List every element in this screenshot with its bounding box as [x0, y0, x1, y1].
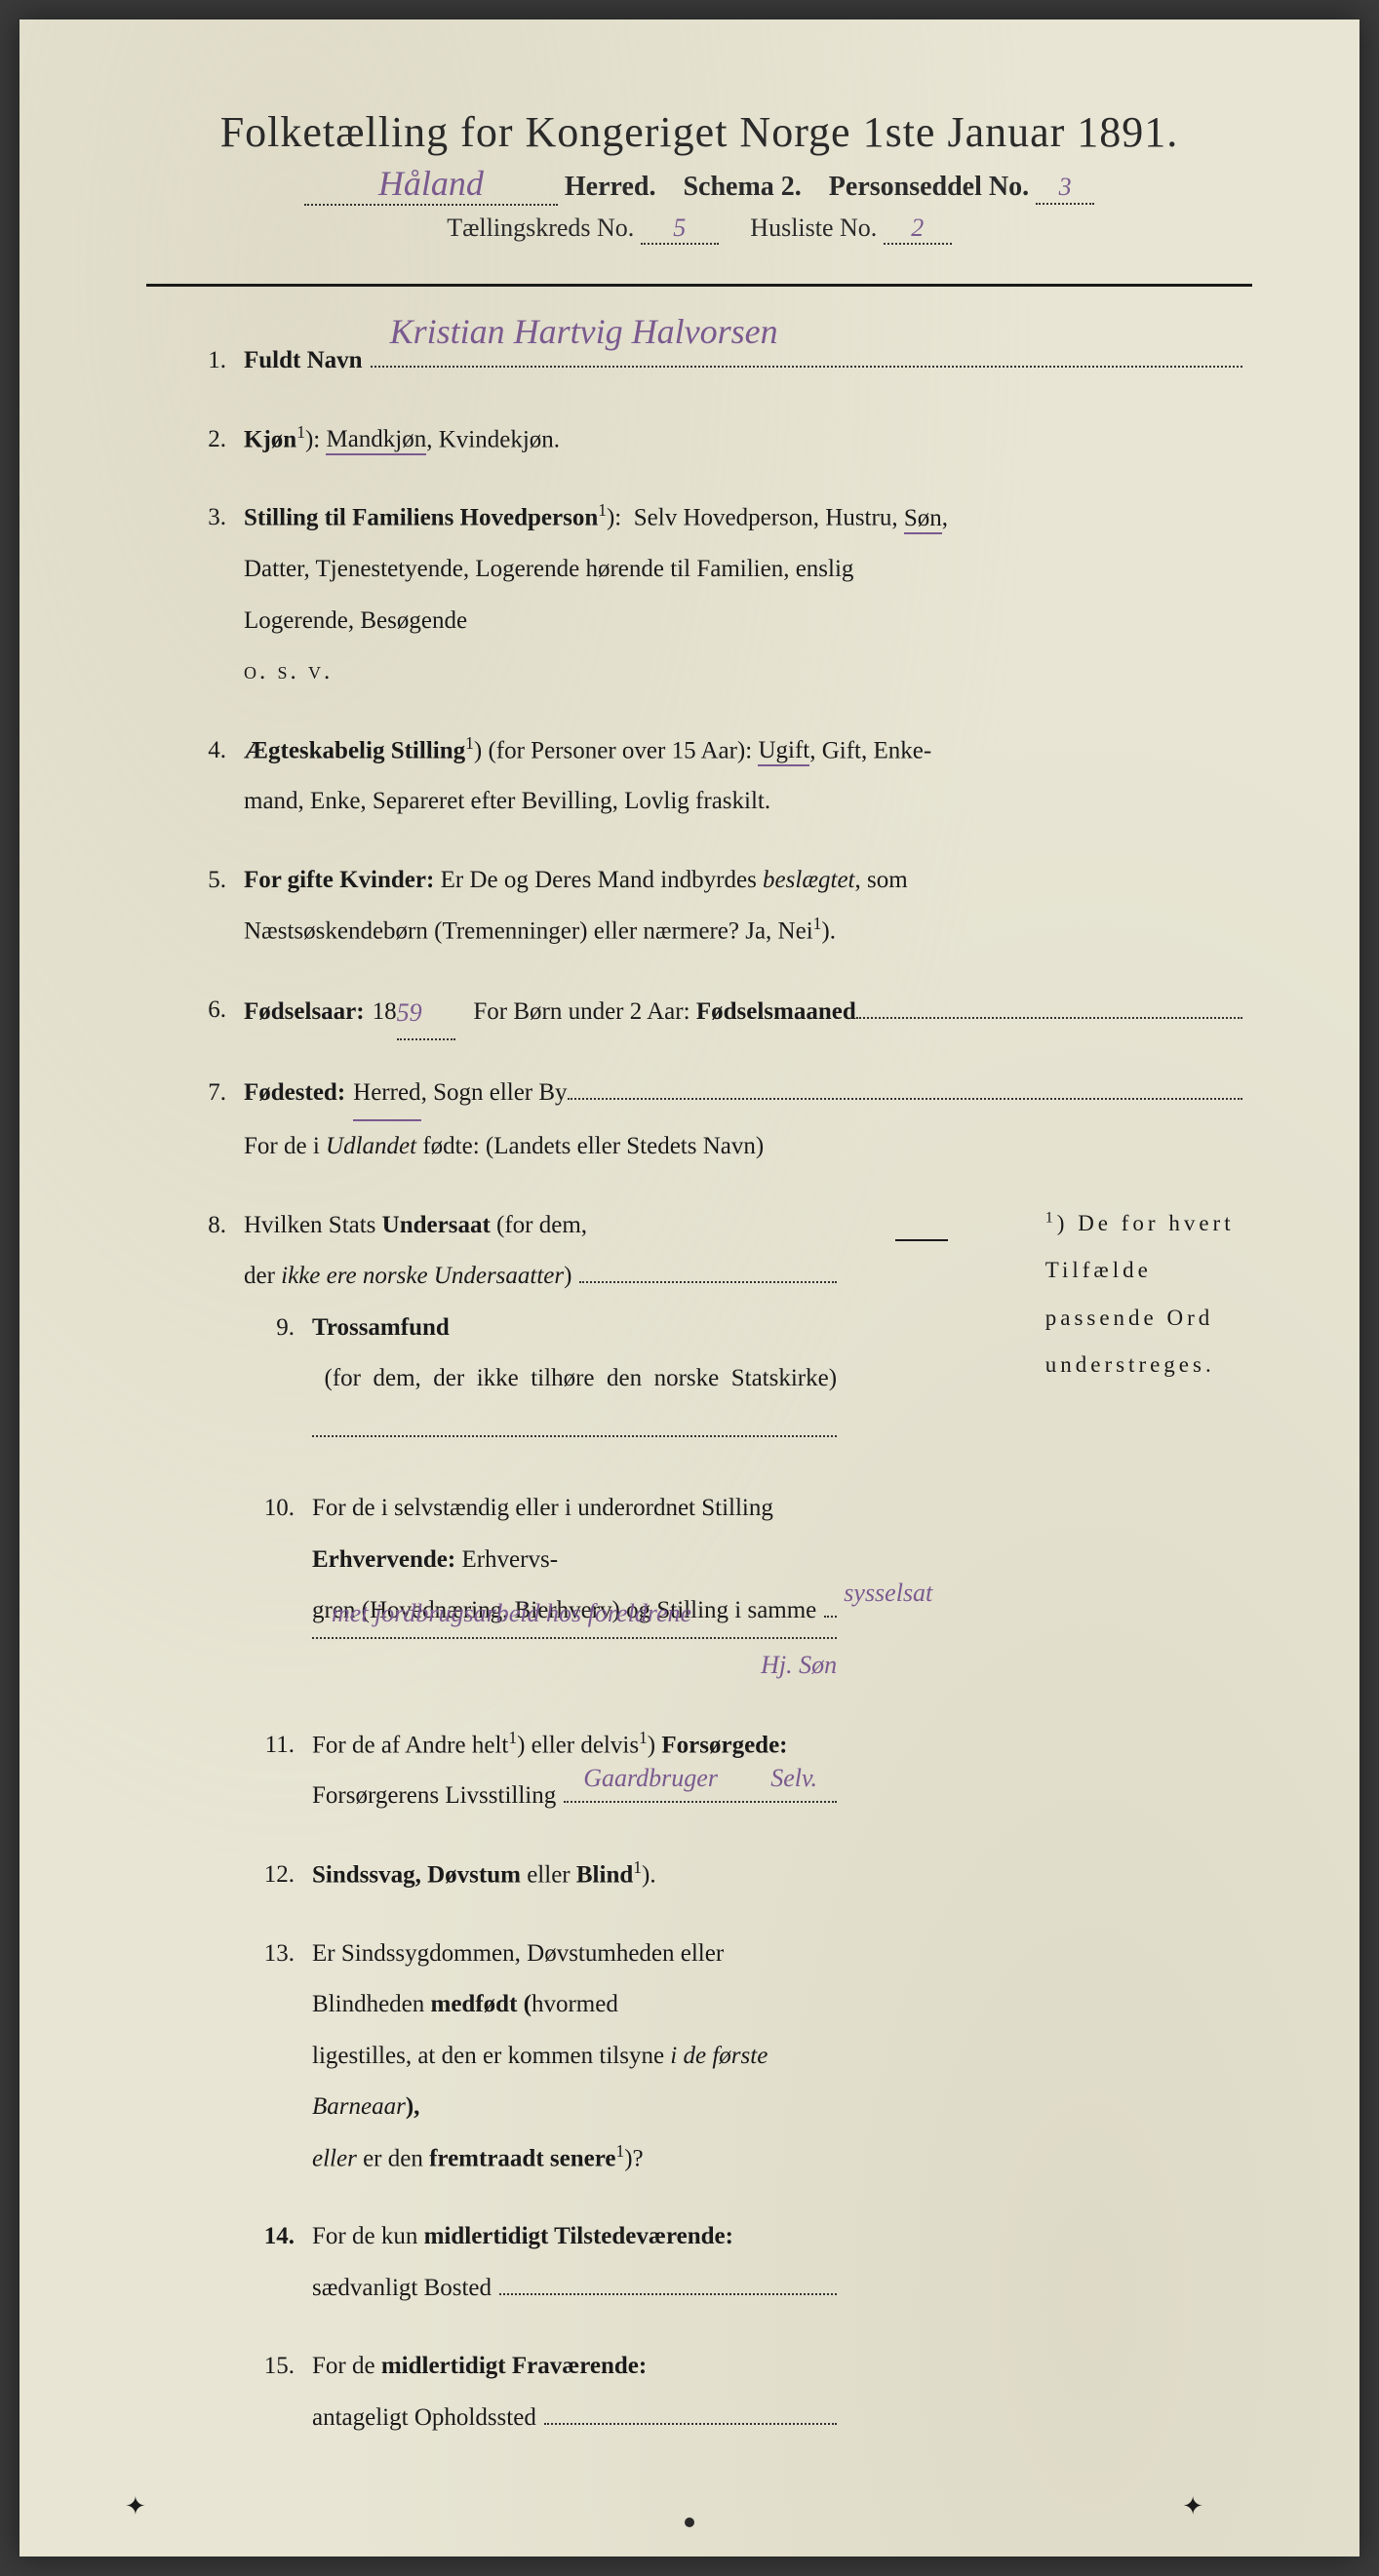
- form-title: Folketælling for Kongeriget Norge 1ste J…: [137, 107, 1262, 157]
- punch-mark-right: ✦: [1182, 2480, 1203, 2534]
- subheader-line-2: Tællingskreds No. 5 Husliste No. 2: [137, 214, 1262, 245]
- item-4-ugift: Ugift: [758, 737, 809, 766]
- item-7-herred: Herred: [353, 1068, 420, 1122]
- item-6-label: Fødselsaar:: [244, 987, 365, 1038]
- item-5: 5. For gifte Kvinder: Er De og Deres Man…: [176, 855, 1242, 957]
- item-10-field-2: met jordbrugsarbeid hos foreldrene: [312, 1637, 837, 1639]
- item-14: 14. For de kun midlertidigt Tilstedevære…: [244, 2211, 837, 2314]
- item-15-field: [544, 2423, 837, 2425]
- item-9-field: [312, 1435, 837, 1437]
- herred-handwritten: Håland: [378, 163, 484, 204]
- personseddel-label: Personseddel No.: [829, 172, 1029, 202]
- item-11: 11. For de af Andre helt1) eller delvis1…: [244, 1720, 837, 1822]
- footnote-divider: [895, 1239, 948, 2442]
- schema-label: Schema 2.: [683, 172, 801, 202]
- item-2-opt2: Kvindekjøn.: [439, 426, 560, 452]
- husliste-label: Husliste No.: [750, 214, 877, 242]
- item-6-year: 59: [397, 987, 422, 1040]
- item-num: 15.: [244, 2341, 312, 2443]
- person-no-handwritten: 3: [1059, 173, 1072, 202]
- form-items: 1. Fuldt Navn Kristian Hartvig Halvorsen…: [137, 335, 1262, 2471]
- item-1-label: Fuldt Navn: [244, 335, 363, 387]
- item-10: 10. For de i selvstændig eller i underor…: [244, 1483, 837, 1692]
- kreds-label: Tællingskreds No.: [447, 214, 634, 242]
- kreds-no-handwritten: 5: [673, 214, 686, 243]
- item-num: 8.: [176, 1200, 244, 2472]
- header-divider: [146, 284, 1252, 287]
- item-6-month-field: [856, 1017, 1242, 1019]
- item-num: 2.: [176, 414, 244, 466]
- item-num: 9.: [244, 1303, 312, 1457]
- item-10-field-1: sysselsat: [824, 1616, 837, 1618]
- item-12: 12. Sindssvag, Døvstum eller Blind1).: [244, 1850, 837, 1901]
- item-2: 2. Kjøn1): Mandkjøn, Kvindekjøn.: [176, 414, 1242, 466]
- item-7-field: [568, 1098, 1242, 1100]
- item-num: 13.: [244, 1929, 312, 2185]
- item-7: 7. Fødested: Herred, Sogn eller By For d…: [176, 1068, 1242, 1173]
- item-2-opt1: Mandkjøn: [326, 426, 426, 455]
- item-2-label: Kjøn: [244, 426, 296, 452]
- item-num: 1.: [176, 335, 244, 387]
- item-num: 11.: [244, 1720, 312, 1822]
- footnote: 1) De for hvert Tilfælde passende Ord un…: [948, 1200, 1242, 2472]
- census-form-page: Folketælling for Kongeriget Norge 1ste J…: [20, 20, 1359, 2556]
- item-num: 5.: [176, 855, 244, 957]
- item-15: 15. For de midlertidigt Fraværende: anta…: [244, 2341, 837, 2443]
- item-num: 10.: [244, 1483, 312, 1692]
- item-num: 7.: [176, 1068, 244, 1173]
- item-3-label: Stilling til Familiens Hovedperson: [244, 505, 598, 531]
- item-5-label: For gifte Kvinder:: [244, 867, 434, 893]
- item-1: 1. Fuldt Navn Kristian Hartvig Halvorsen: [176, 335, 1242, 387]
- item-4-label: Ægteskabelig Stilling: [244, 737, 465, 763]
- item-num: 12.: [244, 1850, 312, 1901]
- item-1-value: Kristian Hartvig Halvorsen: [390, 295, 778, 370]
- item-11-field: Gaardbruger Selv.: [564, 1801, 837, 1803]
- item-8: 8. Hvilken Stats Undersaat (for dem, der…: [176, 1200, 1242, 2472]
- item-13: 13. Er Sindssygdommen, Døvstumheden elle…: [244, 1929, 837, 2185]
- punch-mark-left: ✦: [125, 2480, 146, 2534]
- item-3-son: Søn: [904, 505, 942, 534]
- item-num: 14.: [244, 2211, 312, 2314]
- item-7-label: Fødested:: [244, 1068, 345, 1119]
- item-9: 9. Trossamfund (for dem, der ikke tilhør…: [244, 1303, 837, 1457]
- item-num: 4.: [176, 725, 244, 828]
- punch-mark-center: [685, 2517, 694, 2527]
- item-8-field: [579, 1281, 837, 1283]
- item-6: 6. Fødselsaar: 1859 For Børn under 2 Aar…: [176, 985, 1242, 1040]
- item-3: 3. Stilling til Familiens Hovedperson1):…: [176, 492, 1242, 697]
- item-14-field: [499, 2293, 837, 2295]
- husliste-no-handwritten: 2: [911, 214, 924, 243]
- item-num: 6.: [176, 985, 244, 1040]
- item-10-hw3: Hj. Søn: [761, 1639, 837, 1693]
- form-header: Folketælling for Kongeriget Norge 1ste J…: [137, 107, 1262, 157]
- item-num: 3.: [176, 492, 244, 697]
- subheader-line-1: Håland Herred. Schema 2. Personseddel No…: [137, 163, 1262, 206]
- herred-label: Herred.: [565, 172, 656, 202]
- item-4: 4. Ægteskabelig Stilling1) (for Personer…: [176, 725, 1242, 828]
- item-1-field: Kristian Hartvig Halvorsen: [371, 366, 1242, 368]
